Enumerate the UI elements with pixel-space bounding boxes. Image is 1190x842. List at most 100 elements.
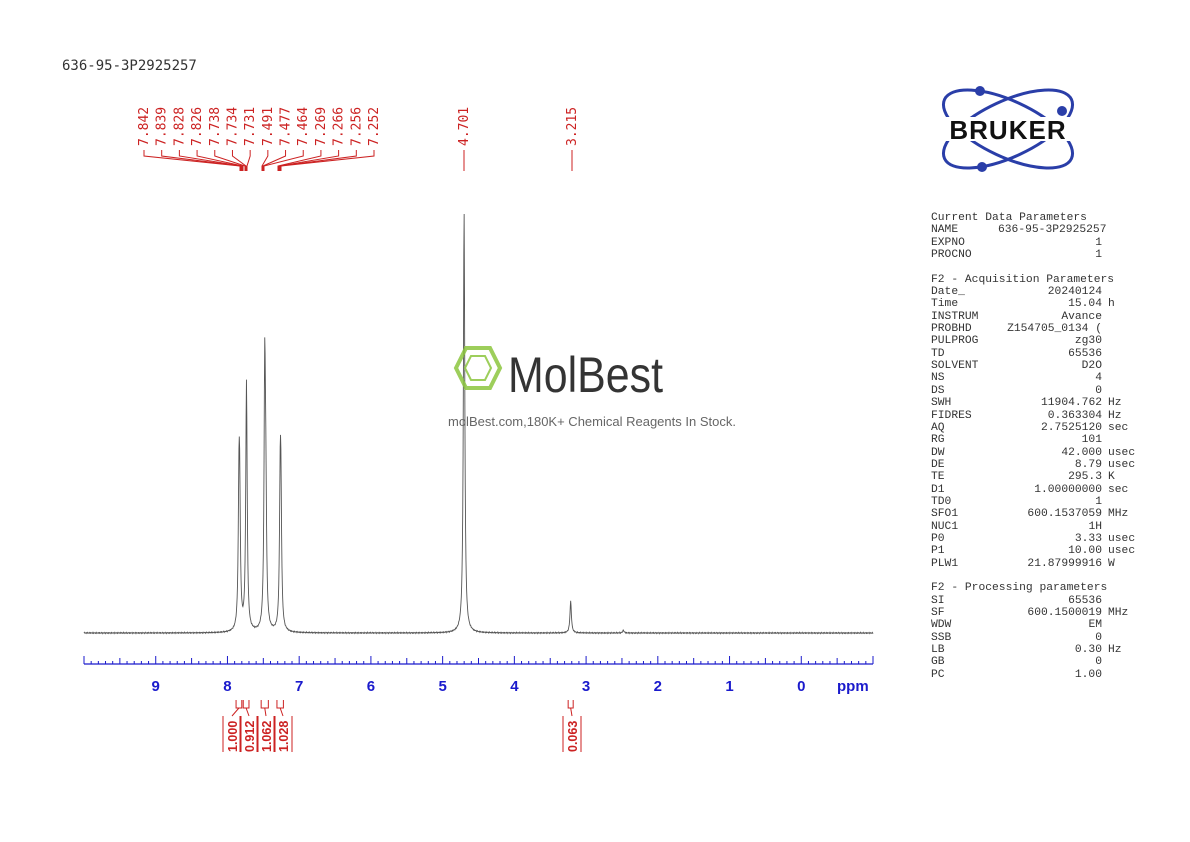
param-value: D2O	[1081, 360, 1102, 373]
param-name: Time	[931, 298, 959, 311]
integral-value: 0.063	[566, 721, 580, 752]
param-row: Date_ 20240124	[931, 286, 1146, 298]
integral-bracket	[260, 700, 269, 709]
peak-label: 4.701	[457, 107, 472, 146]
param-name: FIDRES	[931, 409, 972, 422]
peak-label: 7.464	[296, 107, 311, 146]
param-unit	[1102, 335, 1108, 347]
peak-label: 7.477	[279, 107, 294, 146]
param-value: 65536	[1068, 594, 1102, 607]
param-name: Date_	[931, 286, 965, 299]
param-value: 42.000	[1061, 446, 1102, 459]
peak-connector	[214, 150, 246, 171]
param-unit	[1102, 323, 1108, 335]
param-name: AQ	[931, 421, 945, 434]
param-value: 1	[1095, 249, 1102, 262]
param-name: DS	[931, 384, 945, 397]
param-unit	[1102, 434, 1108, 446]
param-unit: MHz	[1108, 607, 1129, 619]
integral-connector	[570, 707, 573, 717]
param-row: TE 295.3 K	[931, 471, 1146, 483]
param-row: PC 1.00	[931, 669, 1146, 681]
integral-labels: 1.000 0.912 1.062 1.028 0.063	[222, 700, 582, 752]
param-value: 1.00000000	[1034, 483, 1102, 496]
param-value: 21.87999916	[1027, 557, 1102, 570]
param-name: INSTRUM	[931, 310, 979, 323]
param-row: P1 10.00 usec	[931, 545, 1146, 557]
param-value: zg30	[1074, 335, 1102, 348]
param-unit	[1102, 348, 1108, 360]
peak-label: 7.738	[208, 107, 223, 146]
param-name: TD0	[931, 495, 952, 508]
axis-tick-label: 2	[654, 678, 662, 695]
param-name: NAME	[931, 224, 959, 237]
param-row: P0 3.33 usec	[931, 533, 1146, 545]
param-value: 0	[1095, 656, 1102, 669]
integral-connector	[245, 707, 250, 717]
peak-connector	[161, 150, 242, 171]
param-row: FIDRES 0.363304 Hz	[931, 410, 1146, 422]
axis-tick-label: 1	[725, 678, 733, 695]
param-unit	[1102, 632, 1108, 644]
param-unit: usec	[1108, 446, 1136, 459]
param-unit	[1102, 360, 1108, 372]
molbest-logo-icon: MolBest	[453, 346, 663, 403]
param-name: D1	[931, 483, 945, 496]
param-name: PLW1	[931, 557, 959, 570]
param-value: 600.1500019	[1027, 607, 1102, 619]
param-row: AQ 2.7525120 sec	[931, 422, 1146, 434]
param-row: PLW1 21.87999916 W	[931, 558, 1146, 570]
peak-connector	[280, 150, 375, 171]
axis-tick-label: 9	[152, 678, 160, 695]
param-unit	[1102, 311, 1108, 323]
param-row: SI 65536	[931, 595, 1146, 607]
param-row: DW 42.000 usec	[931, 447, 1146, 459]
param-value: Avance	[1061, 310, 1102, 323]
param-name: LB	[931, 644, 945, 657]
param-row: LB 0.30 Hz	[931, 644, 1146, 656]
param-name: WDW	[931, 619, 952, 632]
param-unit	[1102, 669, 1108, 681]
param-row: NS 4	[931, 372, 1146, 384]
param-row: TD0 1	[931, 496, 1146, 508]
param-row: RG 101	[931, 434, 1146, 446]
integral-value: 1.000	[226, 721, 240, 752]
param-row: INSTRUM Avance	[931, 311, 1146, 323]
axis-tick-label: 6	[367, 678, 375, 695]
param-value: 15.04	[1068, 298, 1102, 311]
param-row: SF 600.1500019 MHz	[931, 607, 1146, 619]
param-unit	[1102, 496, 1108, 508]
param-value: 8.79	[1074, 458, 1102, 471]
param-name: TD	[931, 347, 945, 360]
axis-tick-label: 8	[223, 678, 231, 695]
peak-connector	[178, 150, 243, 171]
bruker-atom-icon: BRUKER	[926, 86, 1092, 172]
integral-connector	[231, 707, 240, 717]
peak-label: 7.252	[367, 107, 382, 146]
param-unit	[1102, 372, 1108, 384]
param-value: 10.00	[1068, 545, 1102, 558]
peak-connector	[263, 150, 304, 171]
param-row: SSB 0	[931, 632, 1146, 644]
integral-connector	[264, 707, 267, 717]
spectrum-trace	[83, 214, 874, 635]
integral-bracket	[242, 700, 250, 709]
param-row: SFO1 600.1537059 MHz	[931, 508, 1146, 520]
param-value: 636-95-3P2925257	[998, 224, 1107, 237]
peak-connector	[261, 150, 269, 171]
param-unit: W	[1108, 557, 1115, 570]
param-unit	[1102, 619, 1108, 631]
param-unit	[1102, 224, 1108, 236]
axis-tick-label: 0	[797, 678, 805, 695]
param-name: NUC1	[931, 520, 959, 533]
peak-connector	[279, 150, 357, 171]
peak-label: 7.491	[261, 107, 276, 146]
param-value: 600.1537059	[1027, 508, 1102, 521]
section-gap	[931, 261, 1146, 273]
peak-connector	[278, 150, 340, 171]
peak-connector	[231, 150, 247, 171]
peak-label: 7.828	[172, 107, 187, 146]
param-unit	[1102, 249, 1108, 261]
param-unit: MHz	[1108, 508, 1129, 521]
section-gap	[931, 570, 1146, 582]
